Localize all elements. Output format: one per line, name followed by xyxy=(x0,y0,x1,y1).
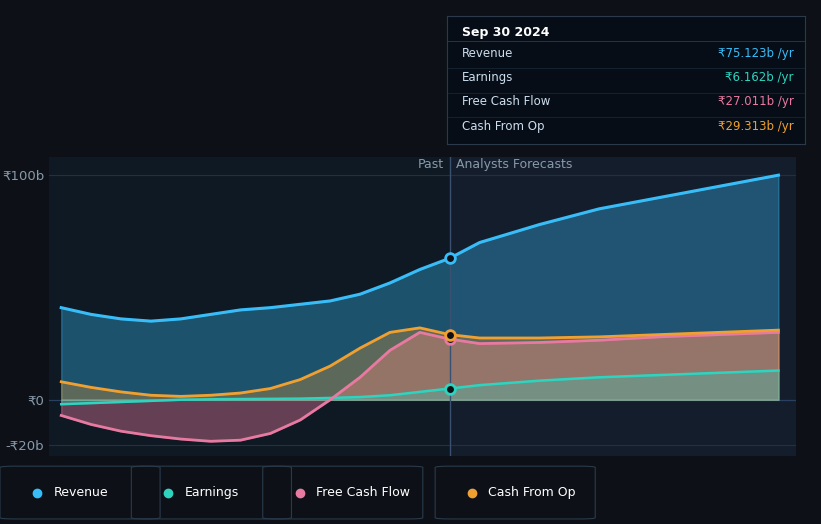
Text: ₹27.011b /yr: ₹27.011b /yr xyxy=(718,95,794,108)
Text: Analysts Forecasts: Analysts Forecasts xyxy=(456,158,572,171)
Text: Earnings: Earnings xyxy=(461,71,513,84)
Text: Free Cash Flow: Free Cash Flow xyxy=(461,95,550,108)
Text: ₹29.313b /yr: ₹29.313b /yr xyxy=(718,119,794,133)
Text: Earnings: Earnings xyxy=(185,486,239,499)
Text: ₹75.123b /yr: ₹75.123b /yr xyxy=(718,47,794,60)
Text: Revenue: Revenue xyxy=(53,486,108,499)
Bar xyxy=(49,157,450,456)
Text: Free Cash Flow: Free Cash Flow xyxy=(316,486,410,499)
Text: Cash From Op: Cash From Op xyxy=(461,119,544,133)
Text: Cash From Op: Cash From Op xyxy=(488,486,576,499)
Text: Past: Past xyxy=(418,158,443,171)
Text: ₹6.162b /yr: ₹6.162b /yr xyxy=(726,71,794,84)
Bar xyxy=(450,157,796,456)
Text: Revenue: Revenue xyxy=(461,47,513,60)
Text: Sep 30 2024: Sep 30 2024 xyxy=(461,26,549,39)
